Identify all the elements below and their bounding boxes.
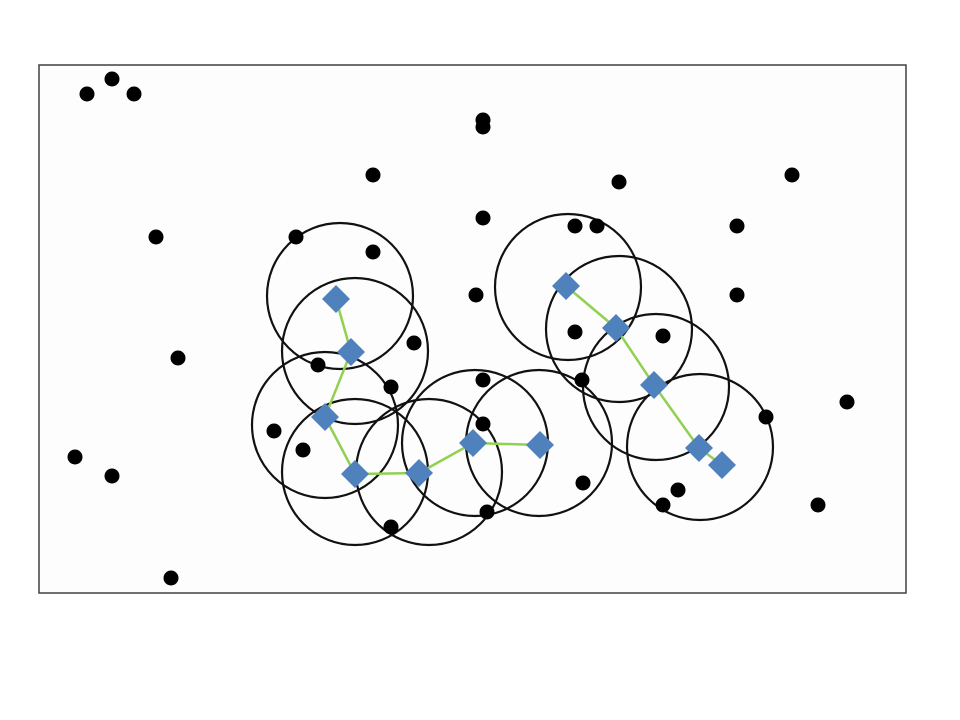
data-point xyxy=(729,287,745,303)
neighborhood-circle xyxy=(544,254,694,404)
data-point xyxy=(365,167,381,183)
walk-node xyxy=(322,285,350,313)
data-point xyxy=(170,350,186,366)
walk-arrow xyxy=(614,327,654,385)
walk-arrow xyxy=(652,384,699,448)
walk-node xyxy=(602,314,630,342)
walk-node xyxy=(311,403,339,431)
data-point xyxy=(310,357,326,373)
walk-node xyxy=(640,371,668,399)
data-point xyxy=(567,324,583,340)
data-point xyxy=(295,442,311,458)
data-point xyxy=(567,218,583,234)
walk-arrow xyxy=(565,285,616,328)
plot-frame xyxy=(38,64,907,594)
data-point xyxy=(611,174,627,190)
data-point xyxy=(589,218,605,234)
data-point xyxy=(104,468,120,484)
walk-node xyxy=(337,338,365,366)
data-point xyxy=(729,218,745,234)
data-point xyxy=(104,71,120,87)
data-point xyxy=(574,372,590,388)
data-point xyxy=(784,167,800,183)
data-point xyxy=(575,475,591,491)
data-point xyxy=(670,482,686,498)
data-point xyxy=(468,287,484,303)
data-point xyxy=(475,119,491,135)
walk-node xyxy=(708,451,736,479)
data-point xyxy=(655,497,671,513)
data-point xyxy=(67,449,83,465)
walk-node xyxy=(341,460,369,488)
neighborhood-circle xyxy=(625,372,775,522)
data-point xyxy=(126,86,142,102)
data-point xyxy=(383,379,399,395)
neighborhood-circle xyxy=(280,276,430,426)
walk-arrow xyxy=(323,416,355,474)
walk-arrow xyxy=(325,351,353,417)
walk-node xyxy=(552,272,580,300)
data-point xyxy=(383,519,399,535)
data-point xyxy=(758,409,774,425)
data-point xyxy=(475,416,491,432)
data-point xyxy=(163,570,179,586)
data-point xyxy=(288,229,304,245)
walk-node xyxy=(459,429,487,457)
data-point xyxy=(655,328,671,344)
neighborhood-circle xyxy=(493,212,643,362)
neighborhood-circle xyxy=(250,350,400,500)
walk-node xyxy=(526,431,554,459)
data-point xyxy=(266,423,282,439)
data-point xyxy=(479,504,495,520)
data-point xyxy=(148,229,164,245)
data-points xyxy=(67,71,855,586)
data-point xyxy=(365,244,381,260)
neighborhood-circle xyxy=(265,221,415,371)
data-point xyxy=(810,497,826,513)
data-point xyxy=(475,210,491,226)
walk-node xyxy=(405,459,433,487)
data-point xyxy=(839,394,855,410)
data-point xyxy=(406,335,422,351)
data-point xyxy=(79,86,95,102)
walk-node xyxy=(685,434,713,462)
walk-nodes xyxy=(311,272,736,488)
data-point xyxy=(475,372,491,388)
